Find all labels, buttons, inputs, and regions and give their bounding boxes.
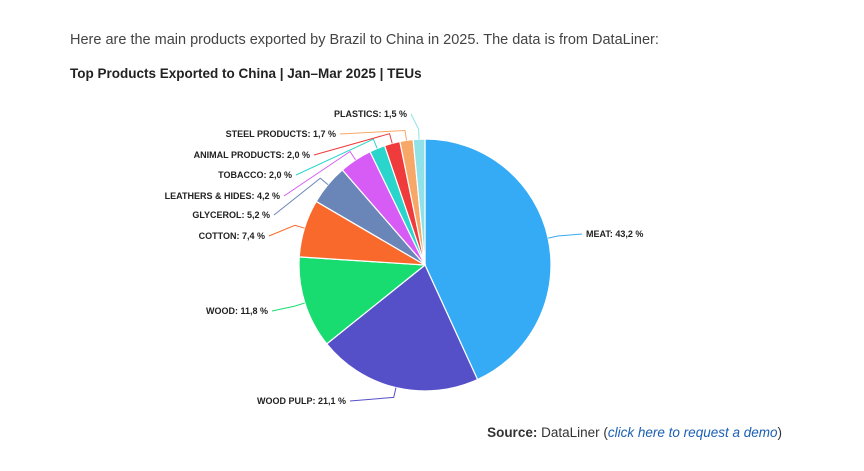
connector-line-glycerol xyxy=(273,177,329,216)
connector-line-cotton xyxy=(268,224,305,237)
slice-label-wood: WOOD: 11,8 % xyxy=(206,306,268,316)
slice-label-tobacco: TOBACCO: 2,0 % xyxy=(218,170,292,180)
connector-line-tobacco xyxy=(295,138,378,176)
pie-slice-meat[interactable] xyxy=(424,138,552,381)
connector-line-meat xyxy=(547,233,583,239)
slice-label-cotton: COTTON: 7,4 % xyxy=(199,231,265,241)
pie-slice-wood-pulp[interactable] xyxy=(325,264,479,392)
connector-line-wood xyxy=(271,302,306,312)
source-name: DataLiner xyxy=(541,425,600,440)
source-line: Source: DataLiner (click here to request… xyxy=(487,425,782,440)
intro-text: Here are the main products exported by B… xyxy=(70,32,659,48)
connector-line-animal-products xyxy=(313,133,393,156)
slice-label-animal-products: ANIMAL PRODUCTS: 2,0 % xyxy=(194,150,310,160)
slice-label-wood-pulp: WOOD PULP: 21,1 % xyxy=(257,396,346,406)
request-demo-link[interactable]: click here to request a demo xyxy=(607,425,778,440)
slice-label-steel-products: STEEL PRODUCTS: 1,7 % xyxy=(226,129,336,139)
slice-label-glycerol: GLYCEROL: 5,2 % xyxy=(192,210,270,220)
slice-label-leathers-and-hides: LEATHERS & HIDES: 4,2 % xyxy=(165,191,280,201)
connector-line-wood-pulp xyxy=(349,387,397,402)
pie-slice-wood[interactable] xyxy=(298,256,427,345)
connector-line-steel-products xyxy=(339,129,407,141)
source-close-paren: ) xyxy=(777,425,783,440)
connector-line-plastics xyxy=(410,113,420,140)
connector-line-leathers-and-hides xyxy=(283,150,356,197)
slice-label-meat: MEAT: 43,2 % xyxy=(586,229,643,239)
source-label: Source: xyxy=(487,425,538,440)
chart-title: Top Products Exported to China | Jan–Mar… xyxy=(70,66,422,81)
source-open-paren: ( xyxy=(603,425,608,440)
slice-label-plastics: PLASTICS: 1,5 % xyxy=(334,109,407,119)
